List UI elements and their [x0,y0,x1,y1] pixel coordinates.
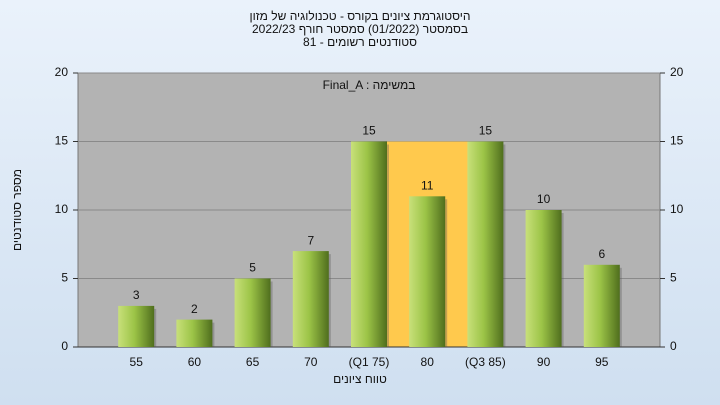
value-label: 3 [133,288,140,302]
chart-title: היסטוגרמת ציונים בקורס - טכנולוגיה של מז… [250,9,471,23]
x-tick-label: (Q1 75) [349,355,390,369]
bar [234,278,271,347]
chart-subtitle: סטודנטים רשומים - 81 [303,35,417,49]
annotation: Final_A : במשימה [323,78,416,92]
x-tick-label: 65 [246,355,260,369]
x-tick-label: 95 [595,355,609,369]
y2-tick-label: 0 [670,339,677,353]
x-tick-label: (Q3 85) [465,355,506,369]
y-tick-label: 20 [55,65,69,79]
chart-subtitle: בסמסטר (01/2022) סמסטר חורף 2022/23 [252,22,468,36]
y2-tick-label: 10 [670,202,684,216]
y-axis-label: מספר סטודנטים [10,169,24,251]
x-tick-label: 90 [537,355,551,369]
value-label: 5 [249,261,256,275]
value-label: 15 [479,124,493,138]
value-label: 2 [191,302,198,316]
x-tick-label: 60 [188,355,202,369]
bar [409,196,446,347]
y2-tick-label: 15 [670,134,684,148]
x-tick-label: 70 [304,355,318,369]
bar [292,251,329,347]
y-tick-label: 15 [55,134,69,148]
y2-tick-label: 5 [670,271,677,285]
x-axis-label: טווח ציונים [333,372,387,386]
y-tick-label: 0 [61,339,68,353]
y-tick-label: 10 [55,202,69,216]
value-label: 11 [421,178,434,192]
value-label: 10 [537,192,551,206]
y-tick-label: 5 [61,271,68,285]
bar [118,305,155,347]
x-tick-label: 80 [421,355,435,369]
value-label: 15 [362,124,376,138]
bar [176,319,213,347]
bar [467,141,504,347]
y2-tick-label: 20 [670,65,684,79]
bar [525,210,562,347]
value-label: 6 [598,247,605,261]
bar [583,264,620,347]
x-tick-label: 55 [130,355,144,369]
value-label: 7 [307,233,314,247]
bar [351,141,387,347]
